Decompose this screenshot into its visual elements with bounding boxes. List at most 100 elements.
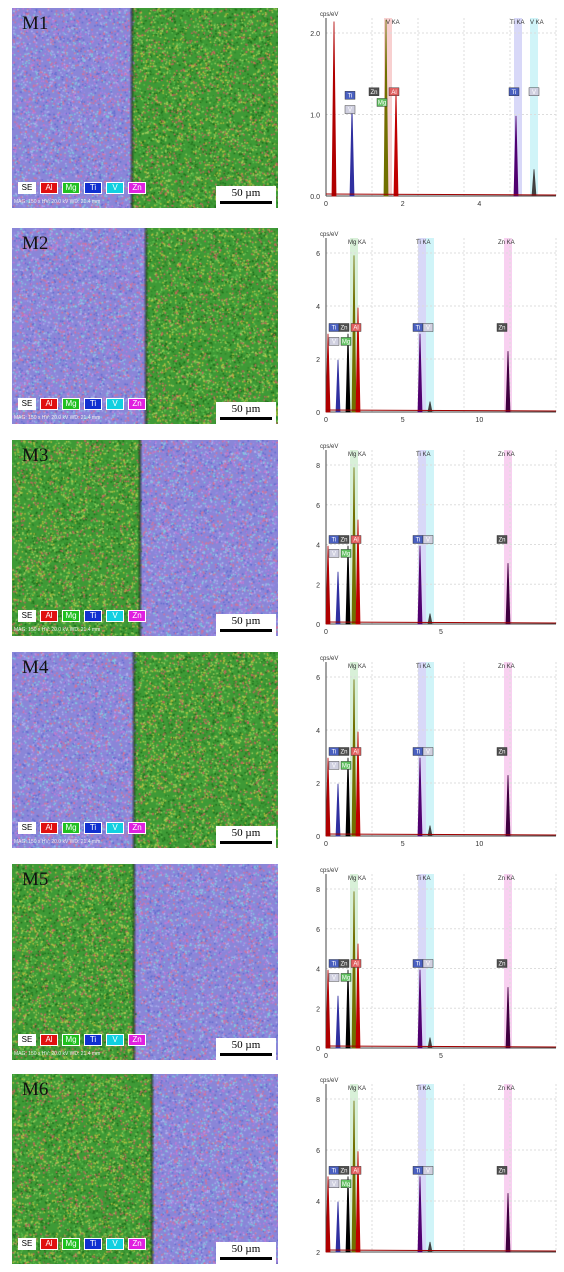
element-tag-box	[344, 91, 356, 100]
element-tag-box	[328, 337, 340, 346]
legend-al: Al	[40, 1034, 58, 1046]
element-tag-label: Zn	[498, 325, 505, 331]
scale-bar: 50 µm	[216, 1038, 276, 1060]
spectrum-baseline	[325, 1045, 557, 1048]
peak-title: Mg KA	[348, 452, 366, 458]
element-tag-box	[338, 959, 350, 968]
y-tick-label: 0	[316, 622, 320, 629]
legend-zn: Zn	[128, 822, 146, 834]
element-tag-label: V	[426, 749, 430, 755]
scale-bar-label: 50 µm	[231, 827, 261, 839]
element-tag-label: Ti	[416, 537, 421, 543]
y-tick-label: 0	[316, 410, 320, 417]
element-legend: SE Al Mg Ti V Zn	[18, 1238, 146, 1250]
element-tag-label: Al	[391, 90, 396, 96]
spectrum-peak	[325, 333, 331, 413]
x-tick-label: 10	[475, 417, 483, 424]
spectrum-peak	[345, 757, 351, 837]
element-tag-label: V	[426, 537, 430, 543]
spectrum-peak	[345, 333, 351, 413]
sample-label: M1	[22, 13, 49, 34]
spectrum-peak	[513, 115, 519, 197]
element-tag-label: V	[348, 108, 352, 114]
legend-mg: Mg	[62, 610, 80, 622]
spectrum-baseline	[325, 621, 557, 624]
legend-v: V	[106, 182, 124, 194]
element-tag-label: Ti	[416, 961, 421, 967]
peak-title: V KA	[386, 20, 400, 26]
element-band	[504, 662, 512, 836]
element-tag-label: V	[332, 339, 336, 345]
element-tag-box	[340, 1179, 352, 1189]
element-tag-box	[496, 1166, 508, 1175]
peak-title: Ti KA	[510, 20, 524, 26]
element-band	[504, 1084, 512, 1252]
element-legend: SE Al Mg Ti V Zn	[18, 398, 146, 410]
spectrum-peak	[505, 1193, 511, 1253]
element-tag-box	[340, 337, 352, 346]
spectrum-peak	[393, 89, 399, 197]
peak-title: Mg KA	[348, 664, 366, 670]
sample-row-m2: M2 SE Al Mg Ti V Zn MAG: 150 x HV: 20.0 kV WD: …	[0, 228, 564, 432]
spectrum-peak	[505, 775, 511, 837]
spectrum-peak	[325, 969, 331, 1049]
element-tag-label: Al	[353, 537, 358, 543]
spectrum-peak	[335, 783, 341, 837]
peak-title: Ti KA	[416, 876, 430, 882]
y-tick-label: 8	[316, 463, 320, 470]
y-unit-label: cps/eV	[320, 232, 338, 238]
element-tag-box	[328, 761, 340, 770]
element-tag-box	[376, 98, 388, 107]
eds-spectrum: 8 6 4 2 cps/eV Mg KA Ti KA Zn KA V Mg Ti Zn Al Ti V Zn	[298, 1074, 564, 1264]
spectrum-baseline	[325, 193, 557, 196]
y-tick-label: 8	[316, 1097, 320, 1104]
legend-mg: Mg	[62, 182, 80, 194]
spectrum-peak	[505, 351, 511, 413]
element-tag-label: Ti	[332, 1168, 337, 1174]
element-tag-label: Mg	[342, 551, 350, 557]
x-tick-label: 5	[401, 417, 405, 424]
element-tag-label: Zn	[498, 537, 505, 543]
scale-bar-line	[220, 1257, 272, 1260]
element-legend: SE Al Mg Ti V Zn	[18, 610, 146, 622]
element-tag-label: V	[332, 1182, 336, 1188]
element-tag-label: Mg	[342, 339, 350, 345]
legend-al: Al	[40, 822, 58, 834]
legend-mg: Mg	[62, 822, 80, 834]
x-tick-label: 2	[401, 201, 405, 208]
element-legend: SE Al Mg Ti V Zn	[18, 822, 146, 834]
element-tag-label: V	[426, 961, 430, 967]
spectrum-peak	[331, 21, 337, 197]
peak-title: Ti KA	[416, 664, 430, 670]
element-tag-box	[328, 973, 340, 982]
spectrum-peak	[355, 1151, 361, 1253]
element-distribution-map	[12, 864, 278, 1060]
y-tick-label: 2.0	[310, 31, 320, 38]
scale-bar: 50 µm	[216, 186, 276, 208]
spectrum-peak	[355, 731, 361, 837]
element-distribution-map	[12, 228, 278, 424]
element-tag-box	[338, 1166, 350, 1175]
x-tick-label: 0	[324, 201, 328, 208]
eds-spectrum: 8 6 4 2 0 0 5 cps/eV Mg KA Ti KA Zn KA V Mg Ti Zn Al Ti V…	[298, 440, 564, 636]
element-tag-label: Zn	[340, 749, 347, 755]
element-tag-label: V	[532, 90, 536, 96]
acquisition-info: MAG: 150 x HV: 20.0 kV WD: 21.4 mm	[14, 199, 101, 205]
sample-label: M2	[22, 233, 49, 254]
element-tag-label: Mg	[342, 975, 350, 981]
element-tag-label: Mg	[342, 1182, 350, 1188]
spectrum-peak	[335, 359, 341, 413]
element-tag-box	[422, 1166, 434, 1175]
element-tag-box	[344, 105, 356, 114]
legend-se: SE	[18, 822, 36, 834]
spectrum-peak	[351, 891, 357, 1049]
element-tag-label: Mg	[342, 763, 350, 769]
element-distribution-map	[12, 8, 278, 208]
element-tag-box	[496, 535, 508, 544]
peak-title: Zn KA	[498, 240, 515, 246]
element-tag-box	[340, 973, 352, 982]
scale-bar-line	[220, 201, 272, 204]
